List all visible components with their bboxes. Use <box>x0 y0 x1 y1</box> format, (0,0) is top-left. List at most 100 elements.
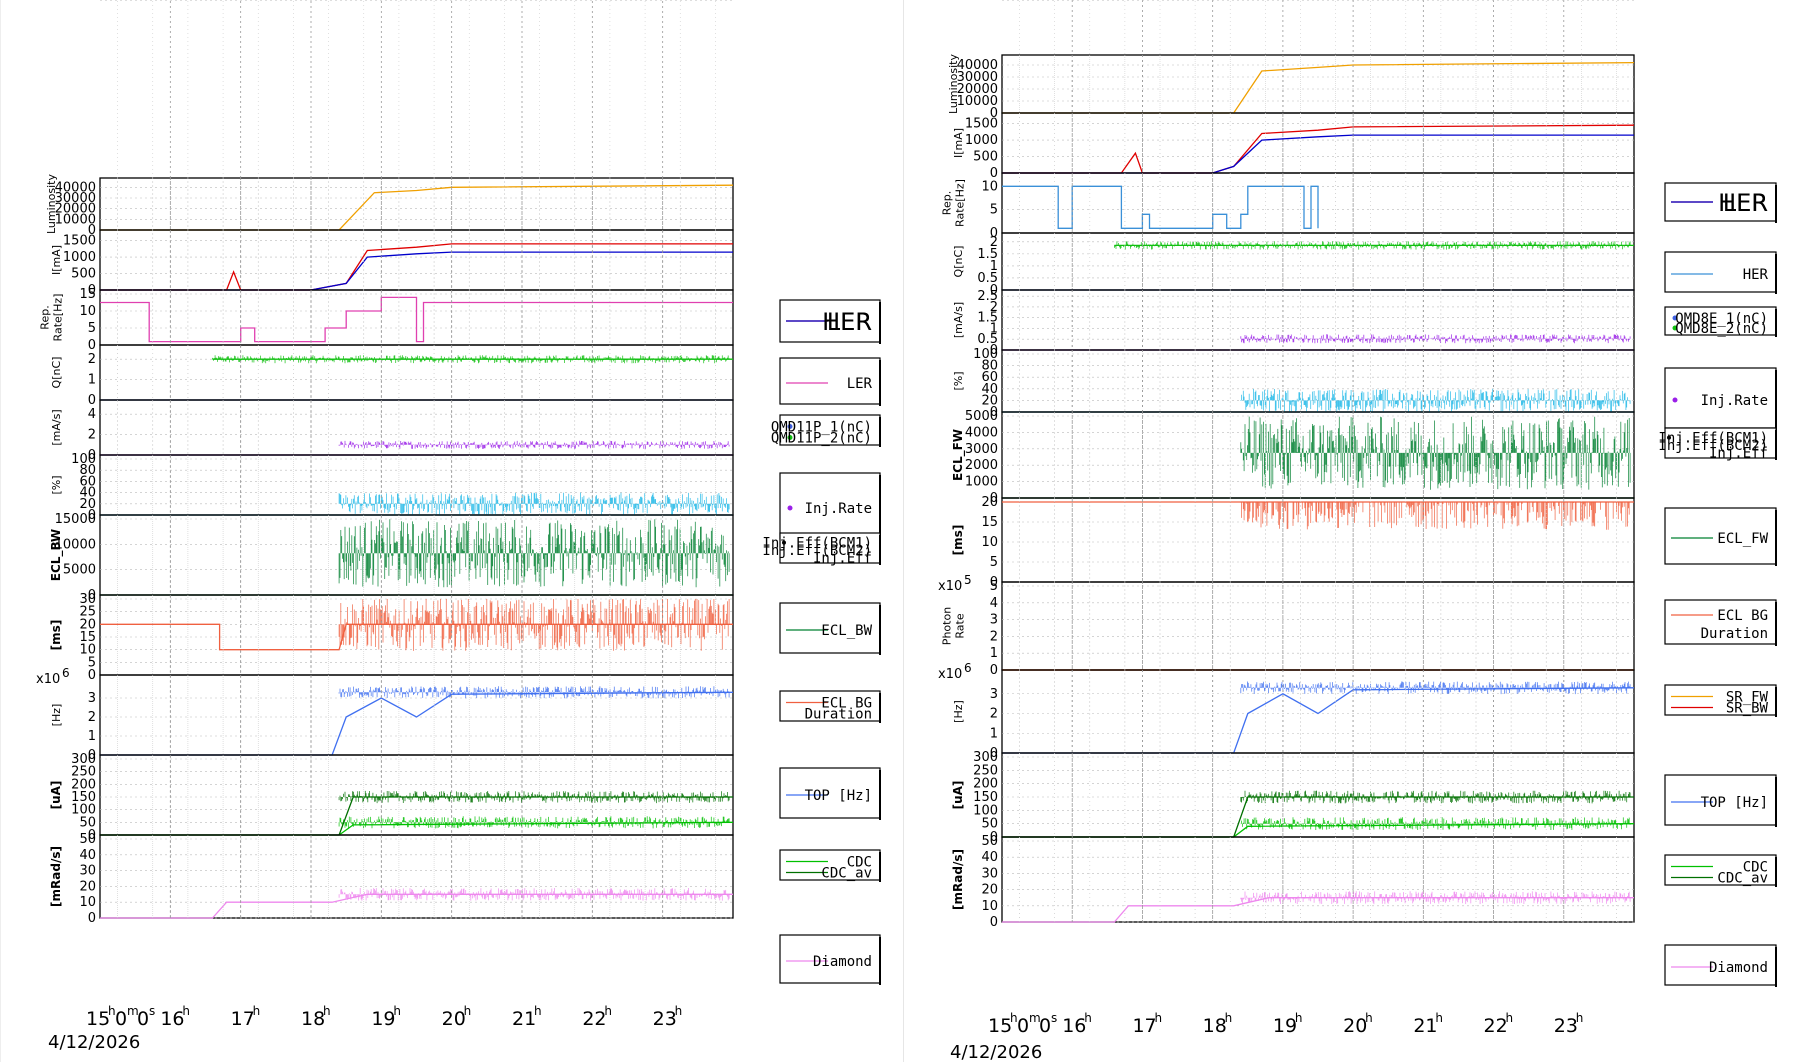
y-axis-label: Q[nC] <box>952 246 965 278</box>
y-tick-label: 0 <box>88 393 96 408</box>
y-tick-label: 0 <box>990 0 998 4</box>
legend-label: LER <box>847 376 873 392</box>
y-tick-label: 200 <box>973 777 998 792</box>
y-tick-label: 1 <box>990 259 998 274</box>
x-start-sup: h <box>108 1004 116 1018</box>
plot-frame <box>1001 112 1635 174</box>
y-tick-label: 10 <box>981 535 998 550</box>
y-tick-label: 3 <box>990 687 998 702</box>
series-line-ler <box>1002 124 1635 174</box>
plot-frame <box>99 594 734 676</box>
legend-label: Inj.Eff(BCM1) <box>762 536 872 552</box>
legend-label: SR_BW <box>1726 701 1769 717</box>
y-tick-label: 100 <box>973 803 998 818</box>
legend-label: QMD11P_2(nC) <box>771 431 872 447</box>
x-start-sup: h <box>1010 1011 1018 1025</box>
y-tick-label: 2 <box>990 300 998 315</box>
y-axis-label: [mRad/s] <box>951 849 965 910</box>
x-tick-sup: h <box>534 1004 542 1018</box>
y-tick-label: 5 <box>88 655 96 670</box>
x-tick-label: 23 <box>653 1008 677 1030</box>
legend-label: TOP [Hz] <box>805 788 872 804</box>
x-start-sup: m <box>127 1004 139 1018</box>
y-tick-label: 100 <box>973 347 998 362</box>
y-axis-label: [uA] <box>49 781 63 810</box>
y-tick-label: 1000 <box>63 250 96 265</box>
x-tick-label: 18 <box>1203 1015 1227 1037</box>
series-noise <box>338 816 730 829</box>
plot-frame <box>99 674 734 756</box>
y-tick-label: 0 <box>88 508 96 523</box>
y-tick-label: 0.5 <box>977 271 998 286</box>
legend-frame <box>779 849 881 881</box>
legend-label: CDC <box>1743 860 1768 876</box>
legend-frame <box>1664 427 1777 459</box>
y-tick-label: 20 <box>79 879 96 894</box>
y-tick-label: 0 <box>88 223 96 238</box>
legend-label: Diamond <box>813 954 872 970</box>
y-tick-label: 300 <box>71 752 96 767</box>
x-tick-sup: h <box>393 1004 401 1018</box>
y-axis-label: I[mA] <box>50 245 63 275</box>
legend-frame <box>779 690 881 722</box>
legend-frame <box>1664 507 1777 565</box>
y-tick-label: 0 <box>990 166 998 181</box>
y-tick-label: 10000 <box>55 212 96 227</box>
y-tick-label: 60 <box>79 474 96 489</box>
series-noise <box>338 888 730 901</box>
y-tick-label: 40000 <box>55 180 96 195</box>
scale-exponent: 6 <box>964 661 972 675</box>
x-tick-label: 19 <box>371 1008 395 1030</box>
y-tick-label: 400 <box>973 0 998 4</box>
y-tick-label: 0.5 <box>977 332 998 347</box>
legend-frame <box>779 934 881 984</box>
y-tick-label: 5 <box>990 579 998 594</box>
y-tick-label: 0 <box>88 911 96 926</box>
x-start-label: 15 <box>988 1015 1012 1037</box>
y-tick-label: 2.5 <box>977 289 998 304</box>
y-axis-label: Rate[Hz] <box>954 179 967 227</box>
y-tick-label: 30 <box>981 866 998 881</box>
legend-label: CDC <box>847 855 872 871</box>
y-tick-label: 25 <box>79 605 96 620</box>
y-axis-label: Rep. <box>39 305 52 329</box>
y-axis-label: [Hz] <box>50 704 63 727</box>
y-tick-label: 1000 <box>965 0 998 4</box>
x-tick-label: 22 <box>582 1008 606 1030</box>
plot-frame <box>99 344 734 401</box>
y-tick-label: 0 <box>88 668 96 683</box>
y-tick-label: 0 <box>990 491 998 506</box>
x-tick-sup: h <box>464 1004 472 1018</box>
series-noise <box>338 440 730 449</box>
y-tick-label: 0 <box>88 448 96 463</box>
series-line-ler <box>100 296 733 343</box>
y-axis-label: Photon <box>941 607 954 645</box>
plot-frame <box>1001 669 1635 754</box>
legend-frame <box>779 767 881 819</box>
y-axis-label: Luminosity <box>45 174 58 234</box>
x-tick-label: 16 <box>160 1008 184 1030</box>
y-tick-label: 80 <box>981 359 998 374</box>
legend-label: CDC_av <box>1717 871 1768 887</box>
series-line-ler <box>100 243 733 291</box>
y-axis-label: [Hz] <box>952 700 965 723</box>
date-label: 4/12/2026 <box>48 1032 140 1053</box>
y-tick-label: 0 <box>990 575 998 590</box>
x-tick-label: 17 <box>231 1008 255 1030</box>
y-axis-label: [ms] <box>49 620 63 651</box>
y-tick-label: 1500 <box>63 0 96 4</box>
legend-frame <box>1664 367 1777 429</box>
y-axis-label: [mA/s] <box>50 409 63 445</box>
y-tick-label: 1.5 <box>977 247 998 262</box>
y-tick-label: 2000 <box>965 458 998 473</box>
date-label: 4/12/2026 <box>950 1042 1042 1062</box>
plot-frame <box>99 834 734 919</box>
